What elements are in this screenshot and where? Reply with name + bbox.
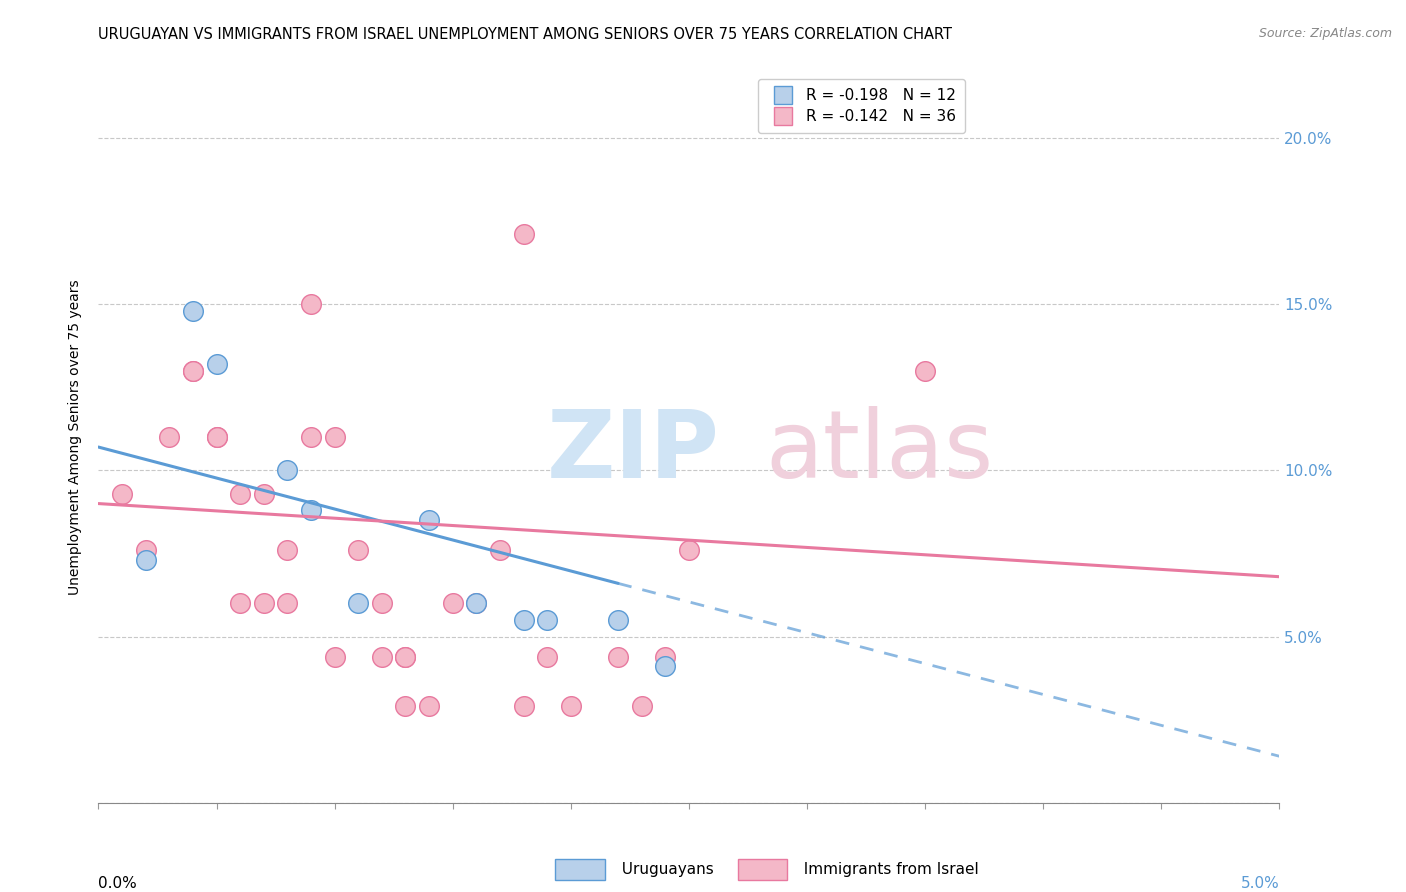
Point — [394, 649, 416, 664]
Point — [135, 553, 157, 567]
Point — [441, 596, 464, 610]
Point — [205, 430, 228, 444]
Point — [205, 430, 228, 444]
Point — [181, 363, 204, 377]
Point — [418, 699, 440, 714]
Point — [347, 596, 370, 610]
Point — [181, 303, 204, 318]
Point — [465, 596, 488, 610]
Point — [276, 463, 298, 477]
Point — [253, 596, 276, 610]
Point — [276, 543, 298, 558]
Point — [371, 596, 394, 610]
Point — [536, 613, 558, 627]
Point — [654, 649, 676, 664]
Point — [418, 513, 440, 527]
Text: ZIP: ZIP — [547, 406, 720, 498]
Point — [394, 649, 416, 664]
Point — [181, 363, 204, 377]
Text: URUGUAYAN VS IMMIGRANTS FROM ISRAEL UNEMPLOYMENT AMONG SENIORS OVER 75 YEARS COR: URUGUAYAN VS IMMIGRANTS FROM ISRAEL UNEM… — [98, 27, 952, 42]
Point — [299, 503, 322, 517]
Point — [630, 699, 652, 714]
Y-axis label: Unemployment Among Seniors over 75 years: Unemployment Among Seniors over 75 years — [69, 279, 83, 595]
Point — [489, 543, 512, 558]
Point — [253, 486, 276, 500]
Point — [276, 596, 298, 610]
Point — [914, 363, 936, 377]
Point — [157, 430, 180, 444]
Point — [678, 543, 700, 558]
Point — [512, 699, 534, 714]
Point — [536, 649, 558, 664]
Point — [135, 543, 157, 558]
Point — [111, 486, 134, 500]
Text: Uruguayans: Uruguayans — [612, 863, 713, 877]
Text: 5.0%: 5.0% — [1240, 876, 1279, 891]
Point — [299, 430, 322, 444]
Point — [465, 596, 488, 610]
Point — [394, 699, 416, 714]
Point — [229, 596, 252, 610]
Point — [654, 659, 676, 673]
Legend: R = -0.198   N = 12, R = -0.142   N = 36: R = -0.198 N = 12, R = -0.142 N = 36 — [758, 79, 965, 134]
Text: atlas: atlas — [766, 406, 994, 498]
Point — [560, 699, 582, 714]
Point — [299, 297, 322, 311]
Point — [347, 543, 370, 558]
Point — [512, 613, 534, 627]
Point — [607, 649, 630, 664]
Text: Source: ZipAtlas.com: Source: ZipAtlas.com — [1258, 27, 1392, 40]
Point — [323, 430, 346, 444]
Point — [371, 649, 394, 664]
Point — [323, 649, 346, 664]
Point — [607, 613, 630, 627]
Point — [205, 357, 228, 371]
Point — [512, 227, 534, 242]
Point — [229, 486, 252, 500]
Text: Immigrants from Israel: Immigrants from Israel — [794, 863, 979, 877]
Text: 0.0%: 0.0% — [98, 876, 138, 891]
